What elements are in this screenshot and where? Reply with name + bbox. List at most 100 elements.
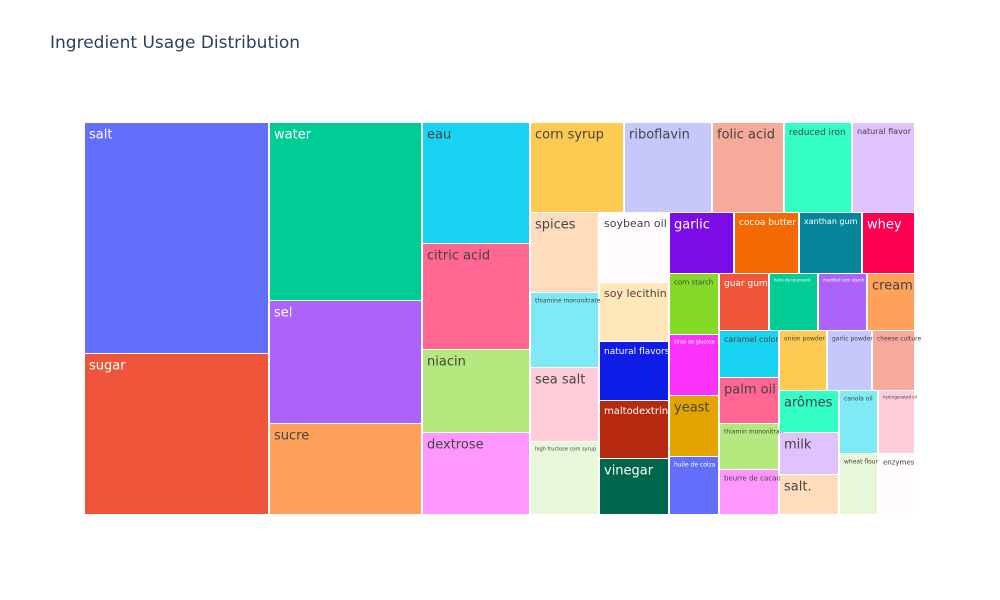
treemap-tile-rect[interactable] — [868, 274, 914, 330]
treemap-tile[interactable]: sel — [270, 301, 421, 423]
treemap-tile[interactable]: eau — [423, 123, 529, 243]
treemap-tile-rect[interactable] — [423, 433, 529, 514]
treemap-tile[interactable]: garlic powder — [828, 331, 873, 390]
treemap-tile-rect[interactable] — [531, 293, 598, 367]
treemap-tile[interactable]: corn syrup — [531, 123, 623, 212]
treemap-tile-rect[interactable] — [600, 342, 668, 400]
treemap-tile-rect[interactable] — [780, 331, 826, 390]
treemap-tile-rect[interactable] — [840, 391, 877, 453]
treemap-tile[interactable]: cocoa butter — [735, 213, 798, 273]
treemap-tile-rect[interactable] — [670, 335, 718, 395]
treemap-tile[interactable]: whey — [863, 213, 914, 273]
treemap-tile[interactable]: thiamine mononitrate — [531, 293, 601, 367]
treemap-tile-rect[interactable] — [600, 459, 668, 514]
treemap-tile[interactable]: salt — [85, 123, 268, 353]
treemap-tile[interactable]: sea salt — [531, 368, 598, 441]
treemap-tile-rect[interactable] — [423, 123, 529, 243]
treemap-tile-rect[interactable] — [423, 244, 529, 349]
treemap-tile-rect[interactable] — [780, 391, 838, 432]
treemap-tile[interactable]: high fructose corn syrup — [531, 442, 598, 514]
treemap-tile[interactable]: niacin — [423, 350, 529, 432]
treemap-tile[interactable]: palm oil — [720, 378, 778, 423]
treemap-tile[interactable]: natural flavors — [600, 342, 670, 400]
treemap-tile[interactable]: maltodextrin — [600, 401, 668, 458]
treemap-tile-rect[interactable] — [853, 123, 914, 212]
treemap-tile[interactable]: vinegar — [600, 459, 668, 514]
treemap-tile[interactable]: modified corn starch — [819, 274, 866, 330]
treemap-tile[interactable]: water — [270, 123, 421, 300]
treemap-tile-rect[interactable] — [863, 213, 914, 273]
treemap-tile-rect[interactable] — [670, 213, 733, 273]
treemap-tile-rect[interactable] — [531, 213, 598, 292]
treemap-tile-rect[interactable] — [720, 378, 778, 423]
treemap-tile[interactable]: milk — [780, 433, 838, 474]
treemap-tile-rect[interactable] — [531, 368, 598, 441]
treemap-tile[interactable]: enzymes — [879, 454, 915, 514]
treemap-tile[interactable]: onion powder — [780, 331, 826, 390]
treemap-tile[interactable]: thiamin mononitrate — [720, 424, 786, 469]
treemap-tile-rect[interactable] — [819, 274, 866, 330]
treemap-tile-rect[interactable] — [828, 331, 871, 390]
treemap-tile-rect[interactable] — [600, 401, 668, 458]
treemap-tile[interactable]: sirop de glucose — [670, 335, 718, 395]
treemap-tile[interactable]: garlic — [670, 213, 733, 273]
treemap-tile-rect[interactable] — [780, 433, 838, 474]
treemap-tile-rect[interactable] — [270, 424, 421, 514]
treemap-tile[interactable]: xanthan gum — [800, 213, 861, 273]
treemap-tile-rect[interactable] — [85, 123, 268, 353]
treemap-tile-rect[interactable] — [873, 331, 914, 390]
treemap-tile[interactable]: corn starch — [670, 274, 718, 334]
treemap-tile-rect[interactable] — [670, 457, 718, 514]
treemap-tile-rect[interactable] — [840, 454, 877, 514]
treemap-tile-rect[interactable] — [270, 123, 421, 300]
treemap-tile[interactable]: natural flavor — [853, 123, 914, 212]
treemap-tile[interactable]: caramel color — [720, 331, 779, 377]
chart-title: Ingredient Usage Distribution — [50, 33, 301, 53]
treemap-tile[interactable]: wheat flour — [840, 454, 879, 514]
treemap-tile[interactable]: citric acid — [423, 244, 529, 349]
treemap-tile[interactable]: soy lecithin — [600, 283, 668, 341]
treemap-tile-rect[interactable] — [625, 123, 711, 212]
treemap-tile[interactable]: soybean oil — [600, 213, 668, 282]
treemap-tile[interactable]: guar gum — [720, 274, 768, 330]
treemap-tile-rect[interactable] — [600, 283, 668, 341]
treemap-tile[interactable]: cream — [868, 274, 914, 330]
treemap-tile-rect[interactable] — [879, 454, 914, 514]
treemap-tile[interactable]: huile de colza — [670, 457, 718, 514]
treemap-tile[interactable]: huile de tournesol — [770, 274, 817, 330]
treemap-tile[interactable]: salt. — [780, 475, 838, 514]
treemap-tile[interactable]: beurre de cacao — [720, 470, 781, 514]
treemap-tile[interactable]: yeast — [670, 396, 718, 456]
treemap-tile-rect[interactable] — [879, 391, 914, 453]
treemap-tile-rect[interactable] — [85, 354, 268, 514]
treemap-tile-rect[interactable] — [770, 274, 817, 330]
treemap-tile-rect[interactable] — [670, 274, 718, 334]
treemap-tile[interactable]: sugar — [85, 354, 268, 514]
treemap-tile-rect[interactable] — [423, 350, 529, 432]
treemap-tile-rect[interactable] — [720, 470, 778, 514]
treemap-tile[interactable]: canola oil — [840, 391, 877, 453]
treemap-tile[interactable]: folic acid — [713, 123, 783, 212]
treemap-tile-rect[interactable] — [713, 123, 783, 212]
treemap-tile-rect[interactable] — [780, 475, 838, 514]
treemap-tile-rect[interactable] — [531, 123, 623, 212]
treemap-tile[interactable]: reduced iron — [785, 123, 851, 212]
treemap-tile-rect[interactable] — [720, 331, 778, 377]
treemap-tile-rect[interactable] — [735, 213, 798, 273]
treemap-tile[interactable]: sucre — [270, 424, 421, 514]
treemap-tile-rect[interactable] — [600, 213, 668, 282]
treemap-tile-rect[interactable] — [670, 396, 718, 456]
treemap-tile-rect[interactable] — [785, 123, 851, 212]
treemap-tile[interactable]: arômes — [780, 391, 838, 432]
treemap-tile[interactable]: riboflavin — [625, 123, 711, 212]
treemap-tile-rect[interactable] — [720, 274, 768, 330]
treemap-tile-rect[interactable] — [531, 442, 598, 514]
treemap-tile-rect[interactable] — [270, 301, 421, 423]
treemap-tile[interactable]: hydrogenated oil — [879, 391, 917, 453]
treemap-tile[interactable]: cheese culture — [873, 331, 921, 390]
treemap-tile[interactable]: dextrose — [423, 433, 529, 514]
treemap-tile-rect[interactable] — [800, 213, 861, 273]
treemap-tile[interactable]: spices — [531, 213, 598, 292]
treemap-tile-rect[interactable] — [720, 424, 778, 469]
